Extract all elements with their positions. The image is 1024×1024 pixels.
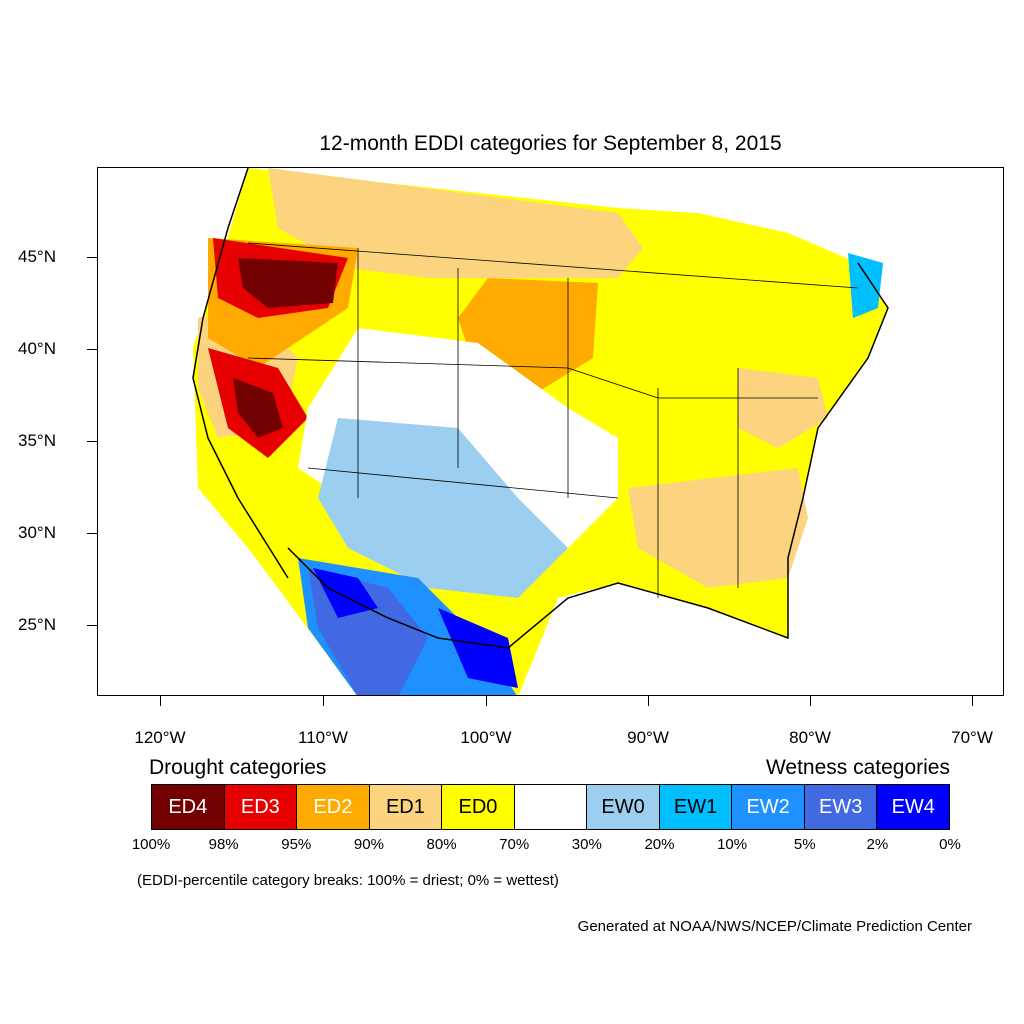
lon-label-120: 120°W (134, 728, 186, 747)
ew1-region-maine (848, 253, 883, 318)
lon-tick-70 (972, 696, 973, 706)
legend-box-neutral (514, 785, 588, 829)
lon-label-80: 80°W (789, 728, 831, 747)
lon-tick-80 (810, 696, 811, 706)
lon-label-90: 90°W (627, 728, 669, 747)
legend-colorbar: ED4 ED3 ED2 ED1 ED0 EW0 EW1 EW2 EW3 EW4 (151, 784, 950, 830)
legend-box-ew0: EW0 (587, 785, 660, 829)
ed1-region-southeast (628, 468, 808, 588)
lat-label-25: 25°N (18, 615, 56, 634)
map-canvas (192, 168, 889, 695)
percent-break-label: 0% (939, 836, 961, 853)
legend-box-ed3: ED3 (224, 785, 298, 829)
percent-break-label: 95% (281, 836, 312, 853)
lat-tick-25 (87, 625, 97, 626)
lat-label-40: 40°N (18, 339, 56, 358)
lat-label-30: 30°N (18, 523, 56, 542)
lon-tick-120 (160, 696, 161, 706)
ew0-region-southwest (318, 418, 568, 598)
ed1-region-midatlantic (738, 368, 828, 448)
percent-break-label: 2% (866, 836, 889, 853)
legend-box-ew3: EW3 (804, 785, 878, 829)
percent-break-label: 5% (793, 836, 816, 853)
lat-label-45: 45°N (18, 247, 56, 266)
lon-label-110: 110°W (298, 728, 348, 747)
lon-tick-110 (323, 696, 324, 706)
ed1-region-north (268, 168, 643, 278)
ed4-region-california (233, 378, 283, 438)
percent-break-label: 90% (353, 836, 384, 853)
percent-break-label: 80% (426, 836, 457, 853)
lat-tick-45 (87, 257, 97, 258)
percent-break-label: 70% (499, 836, 530, 853)
legend-box-ed4: ED4 (152, 785, 225, 829)
lat-label-35: 35°N (18, 431, 56, 450)
legend-box-ed1: ED1 (369, 785, 443, 829)
legend-box-ew4: EW4 (877, 785, 950, 829)
credit-text: Generated at NOAA/NWS/NCEP/Climate Predi… (577, 918, 972, 935)
legend-box-ew2: EW2 (732, 785, 805, 829)
percent-break-label: 100% (131, 836, 171, 853)
lat-tick-40 (87, 349, 97, 350)
lat-tick-35 (87, 441, 97, 442)
ew4-region-texas (438, 608, 518, 688)
lon-label-100: 100°W (460, 728, 512, 747)
legend-box-ed2: ED2 (297, 785, 370, 829)
lat-tick-30 (87, 533, 97, 534)
category-note: (EDDI-percentile category breaks: 100% =… (137, 872, 559, 889)
eddi-map (97, 167, 1004, 696)
lon-label-70: 70°W (951, 728, 993, 747)
percent-break-label: 98% (208, 836, 239, 853)
legend-box-ed0: ED0 (442, 785, 515, 829)
percent-break-label: 20% (644, 836, 675, 853)
lon-tick-100 (486, 696, 487, 706)
lon-tick-90 (648, 696, 649, 706)
map-title: 12-month EDDI categories for September 8… (319, 132, 782, 155)
drought-heading: Drought categories (149, 756, 327, 779)
coastlines (192, 168, 889, 649)
state-borders (247, 242, 859, 598)
wetness-heading: Wetness categories (765, 756, 950, 779)
percent-break-label: 10% (717, 836, 748, 853)
legend-box-ew1: EW1 (659, 785, 733, 829)
percent-break-label: 30% (571, 836, 602, 853)
ed4-region-northwest (238, 258, 338, 308)
